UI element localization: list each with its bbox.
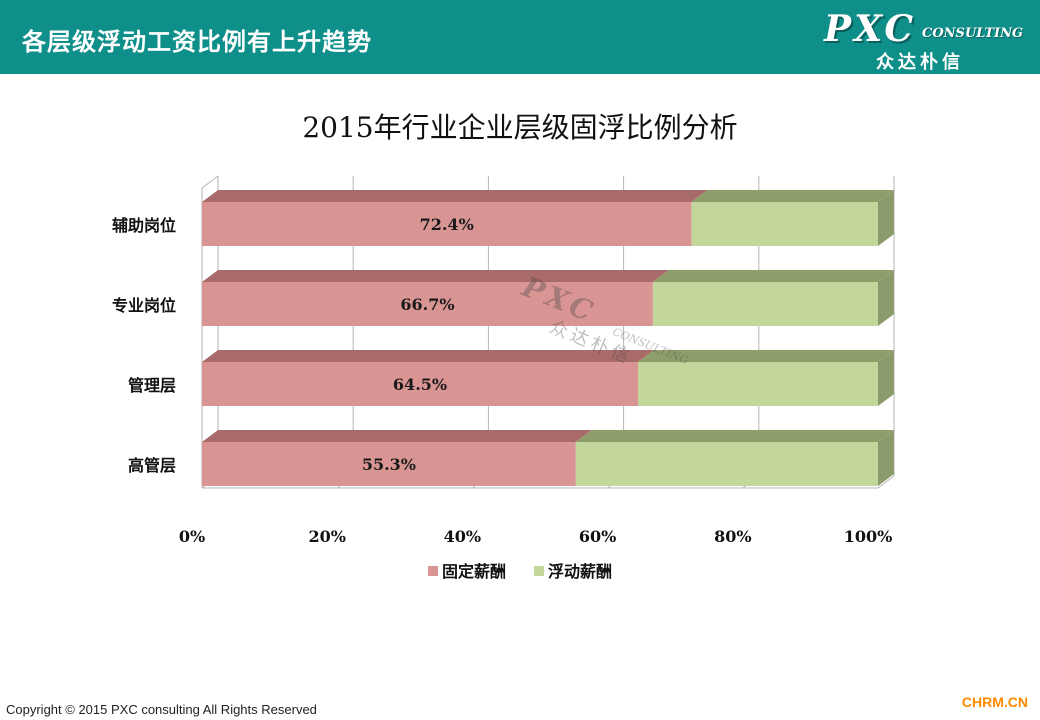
bar-floating-top: [638, 350, 894, 362]
bar-fixed: [202, 362, 639, 406]
bar-fixed-top: [202, 270, 669, 282]
category-label: 专业岗位: [112, 296, 176, 315]
x-tick-label: 0%: [179, 527, 205, 546]
bar-fixed-top: [202, 430, 592, 442]
bar-group: 64.5%: [202, 350, 894, 406]
bar-floating: [638, 362, 878, 406]
category-label: 管理层: [128, 376, 176, 395]
data-label: 64.5%: [393, 375, 447, 394]
category-label: 辅助岗位: [112, 216, 176, 235]
bar-floating-top: [575, 430, 894, 442]
bar-floating-top: [652, 270, 894, 282]
bar-group: 72.4%: [202, 190, 894, 246]
x-tick-label: 100%: [844, 527, 893, 546]
bar-floating-side: [878, 430, 894, 486]
copyright-text: Copyright © 2015 PXC consulting All Righ…: [6, 702, 317, 717]
pxc-logo: PXC CONSULTING 众达朴信: [824, 8, 1034, 73]
bar-floating: [575, 442, 878, 486]
bar-fixed: [202, 442, 576, 486]
brand-text: CHRM.CN: [961, 694, 1028, 710]
x-tick-label: 80%: [714, 527, 751, 546]
slide-title: 各层级浮动工资比例有上升趋势: [22, 28, 372, 56]
category-label: 高管层: [128, 456, 176, 475]
stacked-bar-chart: 72.4% 辅助岗位 66.7% 专业岗位 64.5% 管理层 55.3% 高管层 0% 20% 4…: [112, 175, 895, 581]
slide-header: 各层级浮动工资比例有上升趋势 PXC CONSULTING 众达朴信: [0, 0, 1040, 74]
legend: 固定薪酬 浮动薪酬: [428, 562, 612, 581]
bar-floating: [652, 282, 878, 326]
bar-group: 55.3%: [202, 430, 894, 486]
x-tick-label: 40%: [444, 527, 481, 546]
data-label: 72.4%: [420, 215, 474, 234]
bar-floating-side: [878, 190, 894, 246]
bar-fixed-top: [202, 350, 655, 362]
bar-floating-side: [878, 350, 894, 406]
logo-main-text: PXC: [824, 8, 917, 50]
legend-label: 固定薪酬: [442, 562, 506, 581]
x-tick-label: 60%: [579, 527, 616, 546]
chart-title: 2015年行业企业层级固浮比例分析: [302, 111, 738, 144]
bar-floating-top: [691, 190, 894, 202]
legend-swatch: [534, 566, 544, 576]
bar-floating-side: [878, 270, 894, 326]
logo-chinese-text: 众达朴信: [876, 52, 964, 73]
gridline-floor: [877, 475, 895, 489]
bar-fixed: [202, 282, 653, 326]
bar-fixed-top: [202, 190, 708, 202]
x-tick-label: 20%: [308, 527, 345, 546]
bar-floating: [691, 202, 878, 246]
legend-swatch: [428, 566, 438, 576]
data-label: 55.3%: [362, 455, 416, 474]
legend-label: 浮动薪酬: [548, 562, 612, 581]
bar-fixed: [202, 202, 692, 246]
bar-group: 66.7%: [202, 270, 894, 326]
logo-sub-text: CONSULTING: [922, 26, 1024, 41]
data-label: 66.7%: [400, 295, 454, 314]
left-wall-top: [201, 175, 219, 189]
